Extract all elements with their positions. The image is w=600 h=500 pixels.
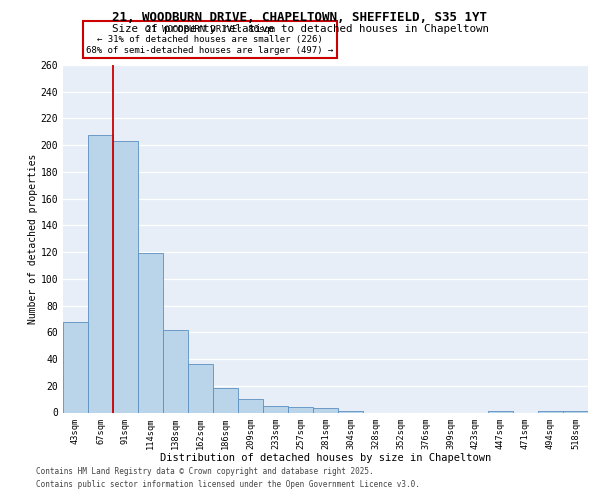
Bar — [213, 388, 238, 412]
Bar — [138, 254, 163, 412]
Bar — [313, 408, 338, 412]
Bar — [88, 134, 113, 412]
Bar — [288, 407, 313, 412]
Bar — [488, 411, 513, 412]
Text: 21 WOODBURN DRIVE: 86sqm
← 31% of detached houses are smaller (226)
68% of semi-: 21 WOODBURN DRIVE: 86sqm ← 31% of detach… — [86, 25, 334, 54]
Bar — [188, 364, 213, 412]
X-axis label: Distribution of detached houses by size in Chapeltown: Distribution of detached houses by size … — [160, 453, 491, 463]
Bar — [63, 322, 88, 412]
Bar — [238, 399, 263, 412]
Text: Contains HM Land Registry data © Crown copyright and database right 2025.
Contai: Contains HM Land Registry data © Crown c… — [36, 468, 420, 489]
Bar — [563, 411, 588, 412]
Text: Size of property relative to detached houses in Chapeltown: Size of property relative to detached ho… — [112, 24, 488, 34]
Bar — [263, 406, 288, 412]
Y-axis label: Number of detached properties: Number of detached properties — [28, 154, 38, 324]
Bar — [338, 411, 363, 412]
Bar — [163, 330, 188, 412]
Text: 21, WOODBURN DRIVE, CHAPELTOWN, SHEFFIELD, S35 1YT: 21, WOODBURN DRIVE, CHAPELTOWN, SHEFFIEL… — [113, 11, 487, 24]
Bar — [538, 411, 563, 412]
Bar — [113, 141, 138, 412]
